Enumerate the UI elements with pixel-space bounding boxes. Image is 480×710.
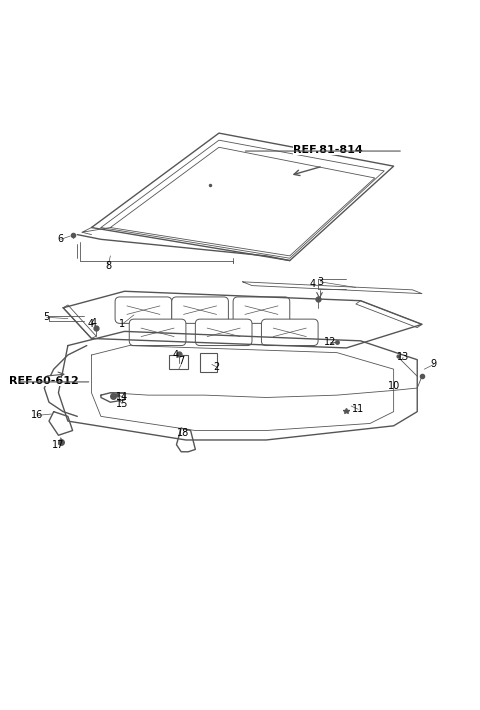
Text: 11: 11 [352,404,364,415]
Text: 10: 10 [387,381,400,390]
Text: REF.81-814: REF.81-814 [293,145,362,155]
Text: 4: 4 [88,320,94,329]
Text: 4: 4 [310,279,316,289]
FancyBboxPatch shape [195,319,252,346]
Text: 3: 3 [317,277,324,287]
FancyBboxPatch shape [172,297,228,323]
Text: 15: 15 [116,398,128,409]
Text: 2: 2 [214,362,220,372]
Text: 4: 4 [91,318,97,328]
Text: 5: 5 [44,312,50,322]
Text: 7: 7 [178,356,184,366]
Text: 18: 18 [178,428,190,438]
Text: 6: 6 [58,234,64,244]
Text: 17: 17 [52,439,65,449]
Text: 9: 9 [431,359,437,369]
Text: 14: 14 [116,391,128,402]
FancyBboxPatch shape [129,319,186,346]
Text: 4: 4 [173,351,179,361]
FancyBboxPatch shape [169,355,188,369]
Text: 1: 1 [119,320,125,329]
FancyBboxPatch shape [200,353,216,371]
FancyBboxPatch shape [262,319,318,346]
FancyBboxPatch shape [115,297,172,323]
Text: 16: 16 [31,410,43,420]
FancyBboxPatch shape [233,297,290,323]
Text: REF.60-612: REF.60-612 [10,376,79,386]
Text: 12: 12 [324,337,336,346]
Text: 13: 13 [397,352,409,362]
Text: 8: 8 [105,261,111,271]
